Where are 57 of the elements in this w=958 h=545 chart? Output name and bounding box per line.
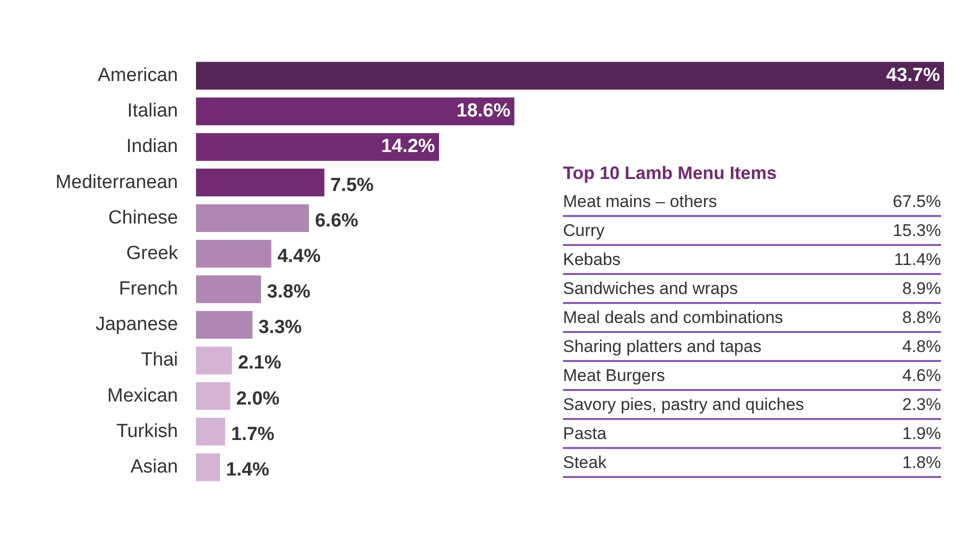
category-label: Savory pies, pastry and quiches [563,394,804,416]
category-label: Sandwiches and wraps [563,278,738,300]
category-label: Sharing platters and tapas [563,336,762,358]
data-label: 14.2% [381,136,436,158]
bar [196,168,324,196]
text: 4.6% [902,366,941,385]
y-tick-label: American [98,65,178,86]
data-label: 3.8% [267,282,310,303]
data-label: 3.3% [258,317,302,338]
data-label: 4.4% [277,246,321,267]
text: 2.3% [902,395,941,414]
data-label: 6.6% [314,210,358,232]
data-label: 18.6% [456,100,510,122]
y-tick-label: Mexican [107,385,178,406]
text: Top 10 Lamb Menu Items [563,163,778,184]
y-tick-label: Chinese [108,207,178,228]
text: 11.4% [894,250,941,269]
text: 1.9% [902,424,941,443]
category-label: Kebabs [563,249,621,271]
bar [196,62,944,90]
data-label: 1.7% [231,424,275,445]
y-tick-label: French [118,278,178,300]
bar [196,240,272,268]
bar [196,418,226,446]
text: 4.8% [902,337,941,356]
bar [196,382,230,410]
data-label: 2.1% [238,352,282,374]
data-label: 43.7% [886,65,940,86]
y-tick-label: Asian [130,456,178,478]
bar [196,453,220,482]
bar [196,204,309,232]
y-tick-label: Japanese [96,314,178,336]
data-label: 2.0% [236,388,280,410]
category-label: Pasta [563,423,606,445]
category-label: Curry [563,220,605,242]
text: 8.8% [902,308,941,327]
bar [196,346,232,374]
category-label: Meal deals and combinations [563,307,784,329]
bar [196,98,514,126]
y-tick-label: Thai [141,350,178,371]
text: 67.5% [892,192,941,211]
text: 1.8% [902,453,941,472]
y-tick-label: Indian [126,136,178,158]
bar [196,275,262,304]
y-tick-label: Italian [127,100,178,122]
text: 8.9% [902,279,941,298]
category-label: Steak [563,452,606,474]
y-tick-label: Mediterranean [55,172,178,193]
category-label: Meat mains – others [563,191,718,213]
y-tick-label: Turkish [116,420,178,442]
data-label: 1.4% [226,459,270,480]
bar [196,133,440,161]
bar [196,311,252,339]
category-label: Meat Burgers [563,365,666,387]
data-label: 7.5% [330,174,374,196]
text: 15.3% [892,221,941,240]
y-tick-label: Greek [126,242,178,264]
